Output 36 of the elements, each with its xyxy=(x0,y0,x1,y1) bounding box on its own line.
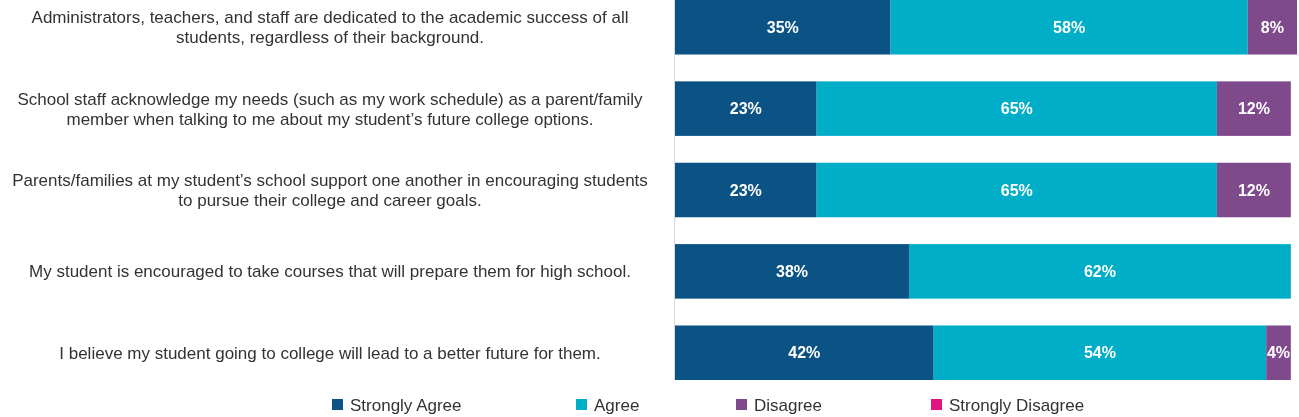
y-tick-label: Parents/families at my student’s school support one another in encouraging students to pursue their college and career goals. xyxy=(12,170,648,210)
data-label: 54% xyxy=(1083,344,1116,362)
bar xyxy=(1216,81,1291,136)
data-label: 4% xyxy=(1266,344,1291,362)
data-label: 65% xyxy=(1000,100,1033,118)
y-tick-label: Administrators, teachers, and staff are dedicated to the academic success of all students, regardless of their background. xyxy=(31,8,629,48)
data-label: 62% xyxy=(1083,262,1116,280)
legend-label: Agree xyxy=(594,395,640,415)
bar xyxy=(675,325,934,380)
legend-label: Strongly Agree xyxy=(350,395,462,415)
data-label: 12% xyxy=(1237,181,1270,199)
bar xyxy=(675,81,817,136)
legend-label: Disagree xyxy=(754,395,823,415)
y-tick-label: My student is encouraged to take courses that will prepare them for high school. xyxy=(29,262,631,282)
bar xyxy=(675,162,817,218)
bar xyxy=(816,81,1217,136)
data-label: 23% xyxy=(729,100,762,118)
bar xyxy=(933,325,1267,380)
bar xyxy=(1216,162,1291,218)
bar xyxy=(675,0,891,55)
data-label: 38% xyxy=(775,262,809,280)
data-label: 42% xyxy=(788,344,821,362)
bar xyxy=(909,244,1291,299)
data-label: 12% xyxy=(1237,100,1270,118)
bar xyxy=(890,0,1248,55)
data-label: 35% xyxy=(766,18,799,36)
data-label: 58% xyxy=(1053,18,1086,36)
y-tick-label: School staff acknowledge my needs (such as my work schedule) as a parent/family member when talking to me about my student’s future college options. xyxy=(17,89,644,129)
data-label: 8% xyxy=(1260,18,1284,36)
y-tick-label: I believe my student going to college will lead to a better future for them. xyxy=(59,343,601,363)
bar xyxy=(1247,0,1297,55)
bar xyxy=(816,162,1217,218)
data-label: 23% xyxy=(729,181,762,199)
bar xyxy=(675,244,910,299)
data-label: 65% xyxy=(1000,181,1033,199)
legend-label: Strongly Disagree xyxy=(949,395,1085,415)
